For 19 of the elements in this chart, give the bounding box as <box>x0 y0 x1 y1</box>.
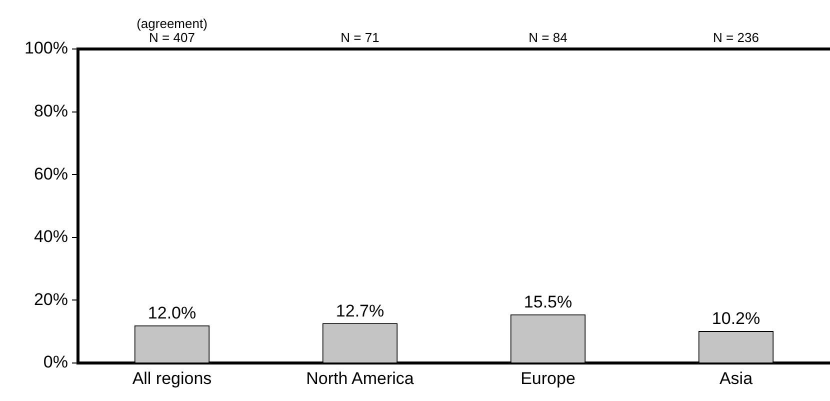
text: N = 71 <box>340 30 380 46</box>
data-label: 15.5% <box>524 292 572 312</box>
y-tick-label: 0% <box>43 352 68 372</box>
data-label: 12.7% <box>336 301 384 320</box>
y-tick-label: 80% <box>34 101 68 120</box>
y-tick-label: 100% <box>24 38 68 58</box>
x-tick-label: All regions <box>132 368 212 388</box>
y-tick-label: 20% <box>34 290 68 309</box>
x-tick-label: Asia <box>719 368 754 388</box>
data-label: 12.0% <box>148 304 196 323</box>
x-tick-label: Europe <box>520 368 576 388</box>
y-tick-label: 40% <box>34 227 68 246</box>
y-tick-label: 60% <box>34 164 68 184</box>
text: N = 84 <box>528 30 568 46</box>
text: N = 236 <box>713 30 759 46</box>
x-tick-label: North America <box>306 368 414 388</box>
text: (agreement) <box>136 16 208 32</box>
text: N = 407 <box>149 30 195 46</box>
data-label: 10.2% <box>712 309 760 328</box>
